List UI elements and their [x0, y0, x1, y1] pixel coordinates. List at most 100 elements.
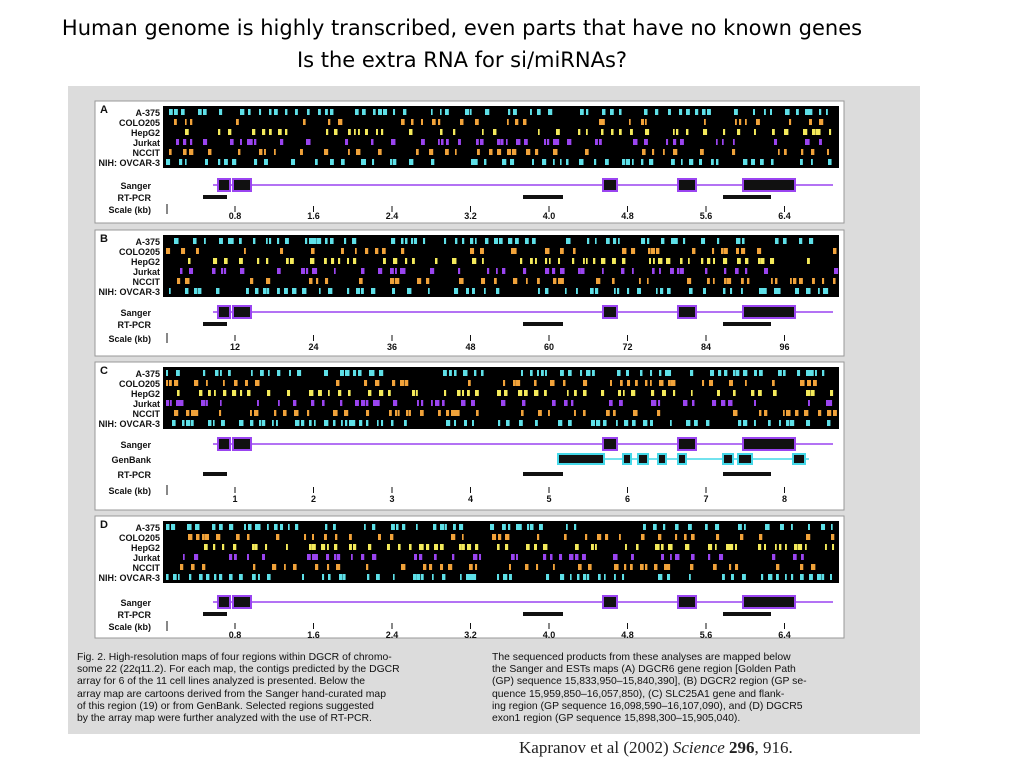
- array-mark: [556, 129, 560, 135]
- sanger-exon: [232, 305, 252, 319]
- array-mark: [813, 380, 817, 386]
- array-mark: [414, 554, 418, 560]
- array-mark: [440, 109, 442, 115]
- array-mark: [659, 380, 664, 386]
- array-mark: [683, 238, 686, 244]
- array-mark: [203, 370, 206, 376]
- array-mark: [771, 159, 774, 165]
- array-mark: [534, 380, 537, 386]
- array-mark: [567, 390, 569, 396]
- array-mark: [169, 109, 173, 115]
- array-mark: [745, 258, 749, 264]
- array-mark: [733, 390, 736, 396]
- array-mark: [372, 524, 376, 530]
- array-mark: [617, 288, 620, 294]
- array-mark: [395, 410, 398, 416]
- array-mark: [216, 534, 221, 540]
- array-mark: [498, 420, 501, 426]
- array-mark: [378, 534, 381, 540]
- array-mark: [458, 268, 461, 274]
- array-mark: [754, 420, 756, 426]
- array-mark: [759, 370, 763, 376]
- array-mark: [799, 238, 803, 244]
- array-mark: [349, 420, 353, 426]
- array-map: [163, 106, 839, 168]
- array-mark: [426, 278, 430, 284]
- array-mark: [496, 268, 498, 274]
- array-mark: [401, 119, 405, 125]
- array-mark: [712, 248, 715, 254]
- array-mark: [826, 400, 831, 406]
- array-mark: [742, 238, 745, 244]
- array-mark: [219, 410, 222, 416]
- scale-tick-label: 4.0: [543, 211, 556, 221]
- array-mark: [472, 574, 477, 580]
- array-mark: [185, 159, 187, 165]
- array-mark: [376, 129, 378, 135]
- array-mark: [583, 258, 585, 264]
- array-mark: [827, 410, 832, 416]
- array-mark: [324, 534, 327, 540]
- array-mark: [419, 544, 423, 550]
- array-mark: [377, 400, 380, 406]
- array-mark: [800, 380, 805, 386]
- array-mark: [432, 119, 436, 125]
- array-mark: [673, 149, 678, 155]
- array-mark: [497, 139, 501, 145]
- array-mark: [612, 258, 616, 264]
- array-mark: [801, 149, 804, 155]
- array-mark: [278, 400, 280, 406]
- array-mark: [587, 574, 590, 580]
- array-mark: [534, 390, 539, 396]
- array-mark: [722, 139, 724, 145]
- array-mark: [361, 400, 366, 406]
- array-mark: [334, 554, 337, 560]
- array-mark: [772, 129, 775, 135]
- array-mark: [639, 278, 641, 284]
- array-mark: [641, 534, 645, 540]
- array-mark: [664, 564, 669, 570]
- array-mark: [753, 109, 756, 115]
- array-mark: [472, 288, 475, 294]
- array-mark: [601, 390, 605, 396]
- array-mark: [654, 564, 658, 570]
- array-mark: [822, 370, 825, 376]
- array-mark: [659, 268, 661, 274]
- array-mark: [783, 370, 786, 376]
- track-label: RT-PCR: [118, 470, 152, 480]
- array-mark: [204, 238, 206, 244]
- rt-pcr-bar: [723, 195, 771, 199]
- array-mark: [774, 288, 778, 294]
- array-mark: [252, 544, 255, 550]
- array-mark: [274, 410, 277, 416]
- array-mark: [252, 574, 256, 580]
- array-mark: [284, 564, 286, 570]
- array-mark: [618, 390, 622, 396]
- array-mark: [455, 149, 457, 155]
- array-mark: [633, 139, 638, 145]
- array-mark: [550, 380, 555, 386]
- array-mark: [523, 268, 527, 274]
- array-mark: [489, 149, 493, 155]
- array-mark: [670, 420, 672, 426]
- array-mark: [667, 288, 671, 294]
- array-mark: [754, 129, 756, 135]
- array-mark: [244, 524, 247, 530]
- array-mark: [345, 420, 348, 426]
- array-mark: [183, 554, 185, 560]
- array-mark: [503, 574, 508, 580]
- array-mark: [735, 119, 737, 125]
- array-mark: [239, 258, 243, 264]
- array-mark: [709, 380, 714, 386]
- array-mark: [205, 159, 208, 165]
- array-mark: [481, 278, 486, 284]
- array-mark: [703, 288, 706, 294]
- cell-line-label: Jurkat: [133, 553, 160, 563]
- array-mark: [768, 420, 771, 426]
- array-mark: [656, 288, 658, 294]
- array-mark: [480, 248, 484, 254]
- array-mark: [166, 574, 169, 580]
- cell-line-label: NIH: OVCAR-3: [98, 158, 160, 168]
- array-mark: [466, 288, 469, 294]
- cell-line-label: HepG2: [131, 128, 160, 138]
